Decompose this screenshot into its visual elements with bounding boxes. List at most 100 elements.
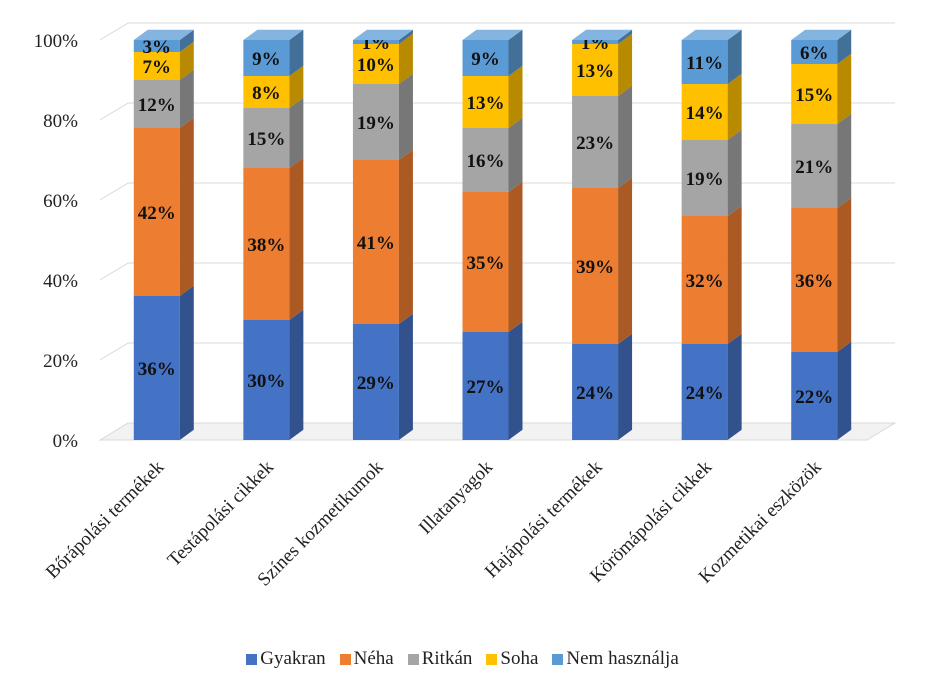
bar-segment-front [462, 76, 509, 128]
bar-segment-front [791, 208, 838, 352]
bar-segment-front [681, 344, 728, 440]
bar-segment-front [243, 320, 290, 440]
legend: Gyakran Néha Ritkán Soha Nem használja [0, 648, 925, 670]
bar-segment-side [398, 73, 413, 160]
bar-segment-front [133, 128, 180, 296]
bar-segment-front [352, 40, 399, 44]
bar-segment-side [727, 333, 742, 440]
gridline-diagonal [99, 342, 129, 361]
legend-item: Néha [339, 648, 394, 670]
bar-segment-front [462, 40, 509, 76]
legend-item: Soha [486, 648, 538, 670]
bar-segment-side [398, 29, 413, 44]
bar-segment-front [572, 188, 619, 344]
data-label: 10% [357, 55, 395, 76]
category-label: Testápolási cikkek [164, 456, 279, 571]
bar-segment-side [179, 29, 194, 52]
legend-label: Ritkán [421, 648, 473, 669]
bar-segment-side [618, 177, 633, 344]
bar-top-face [681, 29, 742, 40]
bar-segment-side [179, 117, 194, 296]
category-label: Illatanyagok [415, 456, 497, 538]
bar-segment-front [133, 40, 180, 52]
data-label: 22% [795, 387, 833, 408]
bar-segment-front [352, 84, 399, 160]
data-label: 23% [576, 133, 614, 154]
bar-segment-side [289, 97, 304, 168]
bar-segment-front [243, 76, 290, 108]
bar-segment-side [727, 29, 742, 84]
data-label: 21% [795, 157, 833, 178]
bar-segment-side [618, 29, 633, 44]
gridline-diagonal [99, 22, 129, 41]
bar-segment-side [727, 129, 742, 216]
legend-swatch [552, 653, 564, 665]
bar-segment-front [572, 40, 619, 44]
bar-segment-front [681, 216, 728, 344]
bar-segment-side [837, 113, 852, 208]
bar-segment-front [133, 296, 180, 440]
category-label: Bőrápolási termékek [42, 456, 169, 583]
bar-segment-front [791, 64, 838, 124]
data-label: 9% [252, 49, 281, 70]
data-label: 15% [247, 129, 285, 150]
legend-item: Ritkán [407, 648, 473, 670]
bar-top-face [462, 29, 523, 40]
bar-segment-side [508, 181, 523, 332]
bar-segment-side [618, 85, 633, 188]
data-label: 24% [576, 383, 614, 404]
category-label: Kozmetikai eszközök [695, 456, 826, 587]
legend-label: Nem használja [566, 648, 679, 669]
legend-swatch [246, 653, 258, 665]
bar-segment-front [791, 40, 838, 64]
bar-segment-front [572, 96, 619, 188]
legend-label: Soha [500, 648, 539, 669]
data-label: 13% [576, 61, 614, 82]
data-label: 8% [252, 83, 281, 104]
data-label: 32% [686, 271, 724, 292]
y-tick-label: 0% [53, 431, 79, 452]
y-tick-label: 40% [43, 271, 78, 292]
bar-segment-side [837, 341, 852, 440]
data-label: 42% [138, 203, 176, 224]
bar-segment-front [243, 40, 290, 76]
bar-segment-front [133, 52, 180, 80]
legend-swatch [339, 653, 351, 665]
stacked-bar-chart: 0% 20% 40% 60% 80% 100% 36% 42% 12% 7%3% Bőrápolás… [34, 22, 897, 591]
bar-segment-front [352, 160, 399, 324]
bar-segment-side [508, 117, 523, 192]
legend-label: Gyakran [260, 648, 326, 669]
y-tick-label: 100% [34, 31, 79, 52]
bar-top-face [243, 29, 304, 40]
bar-segment-side [179, 69, 194, 128]
bar-segment-side [289, 309, 304, 440]
data-label: 14% [686, 103, 724, 124]
bar-segment-front [462, 192, 509, 332]
data-label: 19% [686, 169, 724, 190]
data-label: 6% [800, 43, 829, 64]
bar-top-face [572, 29, 633, 40]
bar-segment-front [681, 40, 728, 84]
bar-segment-side [289, 65, 304, 108]
data-label: 24% [686, 383, 724, 404]
bar-segment-side [727, 205, 742, 344]
legend-item: Nem használja [552, 648, 679, 670]
bar-segment-side [837, 29, 852, 64]
bar-segment-side [398, 149, 413, 324]
data-label: 41% [357, 233, 395, 254]
data-label: 7% [143, 57, 172, 78]
legend-item: Gyakran [246, 648, 326, 670]
bar-segment-side [179, 41, 194, 80]
gridline-diagonal [99, 102, 129, 121]
bar-segment-side [508, 321, 523, 440]
data-label: 27% [467, 377, 505, 398]
bar-segment-front [572, 344, 619, 440]
bar-segment-front [462, 332, 509, 440]
data-label: 11% [686, 53, 723, 74]
data-label: 36% [795, 271, 833, 292]
data-label: 36% [138, 359, 176, 380]
gridline-diagonal [99, 262, 129, 281]
y-tick-label: 80% [43, 111, 78, 132]
category-label: Hajápolási termékek [481, 456, 607, 582]
